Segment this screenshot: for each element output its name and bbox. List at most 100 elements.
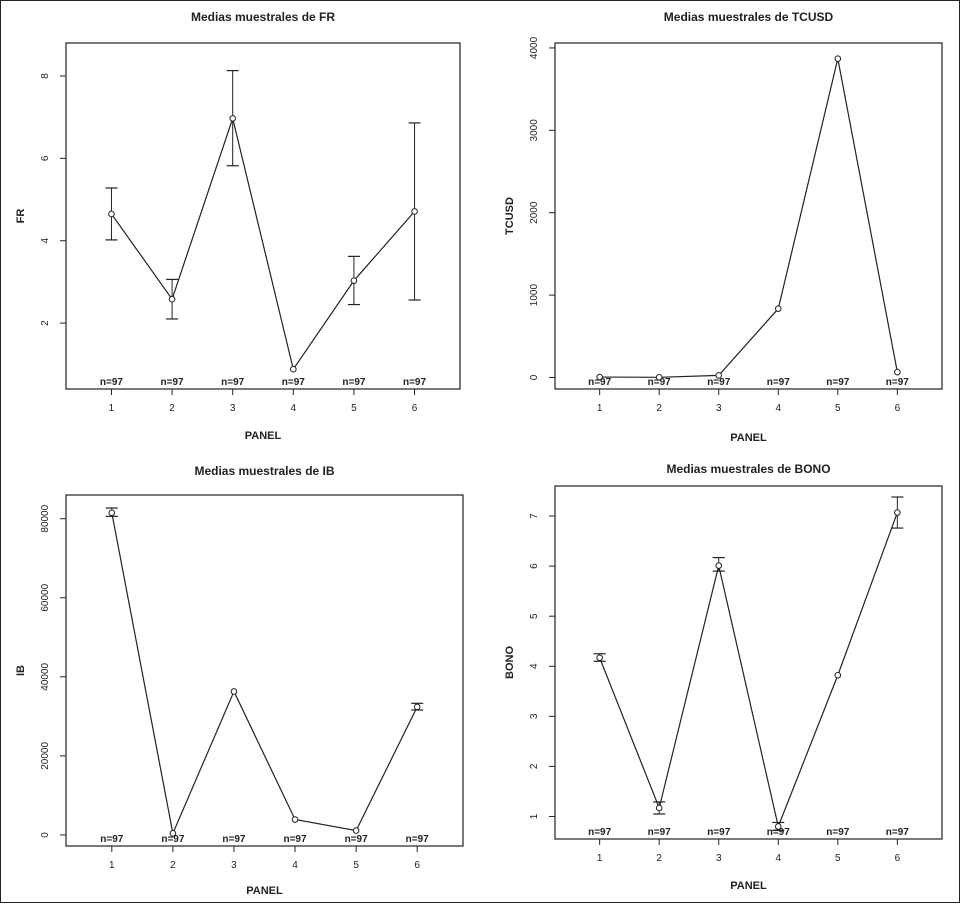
x-tick-label: 1 — [109, 403, 115, 414]
x-tick-label: 6 — [895, 403, 901, 414]
n-label: n=97 — [707, 377, 731, 388]
n-label: n=97 — [826, 377, 850, 388]
x-axis-label: PANEL — [246, 885, 283, 897]
x-axis-label: PANEL — [730, 880, 767, 892]
x-tick-label: 5 — [353, 860, 359, 871]
x-tick-label: 5 — [835, 853, 841, 864]
data-point — [413, 703, 421, 711]
n-label: n=97 — [222, 834, 246, 845]
x-tick-label: 2 — [656, 403, 662, 414]
plot-frame — [65, 494, 464, 847]
n-label: n=97 — [767, 827, 791, 838]
n-label: n=97 — [707, 827, 731, 838]
x-tick-label: 5 — [351, 403, 357, 414]
n-label: n=97 — [345, 834, 369, 845]
y-tick-label: 4 — [529, 663, 540, 669]
chart-title: Medias muestrales de BONO — [666, 462, 830, 476]
x-tick-label: 2 — [656, 853, 662, 864]
x-tick-label: 5 — [835, 403, 841, 414]
data-point — [291, 816, 299, 823]
data-point — [290, 365, 297, 373]
data-point — [774, 305, 782, 312]
data-point — [229, 115, 236, 122]
x-tick-label: 2 — [170, 860, 176, 871]
n-label: n=97 — [886, 827, 910, 838]
y-tick-label: 0 — [529, 374, 540, 380]
y-tick-label: 3 — [529, 713, 540, 719]
data-point — [834, 55, 842, 62]
n-label: n=97 — [588, 377, 612, 388]
y-tick-label: 8 — [40, 73, 51, 79]
y-tick-label: 4000 — [529, 36, 540, 59]
y-tick-label: 40000 — [40, 662, 51, 690]
data-point — [715, 372, 723, 379]
n-label: n=97 — [767, 377, 791, 388]
n-label: n=97 — [342, 377, 366, 388]
y-axis-label: BONO — [504, 646, 516, 679]
x-tick-label: 3 — [716, 403, 722, 414]
y-axis-label: TCUSD — [504, 197, 516, 235]
n-label: n=97 — [282, 377, 306, 388]
n-label: n=97 — [826, 827, 850, 838]
x-axis-label: PANEL — [730, 432, 767, 444]
plot-frame — [554, 42, 943, 390]
data-point — [108, 509, 116, 517]
n-label: n=97 — [161, 834, 185, 845]
data-point — [168, 295, 176, 303]
x-tick-label: 4 — [291, 403, 297, 414]
x-tick-label: 1 — [597, 853, 603, 864]
y-tick-label: 2 — [40, 320, 51, 326]
chart-title: Medias muestrales de IB — [194, 464, 334, 478]
x-tick-label: 3 — [230, 403, 236, 414]
data-point — [411, 208, 418, 215]
y-tick-label: 3000 — [529, 119, 540, 142]
data-point — [350, 277, 358, 284]
chart-3: Medias muestrales de IB PANEL IB 0 20000 4000… — [15, 464, 464, 897]
x-tick-label: 1 — [597, 403, 603, 414]
data-point — [596, 654, 603, 662]
n-label: n=97 — [100, 377, 124, 388]
data-point — [655, 804, 663, 812]
n-label: n=97 — [648, 377, 672, 388]
series-line — [111, 512, 418, 836]
n-label: n=97 — [100, 834, 124, 845]
data-point — [774, 823, 782, 830]
y-tick-label: 0 — [40, 832, 51, 838]
plot-frame — [65, 42, 461, 390]
x-tick-label: 3 — [716, 853, 722, 864]
y-tick-label: 7 — [529, 513, 540, 519]
data-point — [230, 688, 238, 695]
x-tick-label: 6 — [414, 860, 420, 871]
x-tick-label: 6 — [895, 853, 901, 864]
data-point — [834, 671, 842, 679]
y-tick-label: 5 — [529, 613, 540, 619]
x-tick-label: 1 — [109, 860, 115, 871]
chart-1: Medias muestrales de FR PANEL FR 2 4 6 8 1 2 3 4 5 6… — [15, 10, 461, 442]
x-tick-label: 6 — [412, 403, 418, 414]
data-point — [169, 830, 177, 837]
data-point — [655, 374, 663, 381]
y-tick-label: 6 — [40, 155, 51, 161]
x-axis-label: PANEL — [245, 430, 282, 442]
y-tick-label: 80000 — [40, 504, 51, 532]
n-label: n=97 — [221, 377, 245, 388]
x-tick-label: 4 — [775, 403, 781, 414]
data-point — [596, 373, 603, 381]
n-label: n=97 — [886, 377, 910, 388]
plot-frame — [554, 485, 943, 840]
y-tick-label: 60000 — [40, 583, 51, 611]
x-tick-label: 3 — [231, 860, 237, 871]
data-point — [894, 368, 901, 376]
data-point — [108, 210, 115, 218]
y-tick-label: 1000 — [529, 284, 540, 307]
data-point — [894, 509, 901, 516]
n-label: n=97 — [648, 827, 672, 838]
series-line — [599, 58, 898, 378]
x-tick-label: 4 — [292, 860, 298, 871]
n-label: n=97 — [588, 827, 612, 838]
y-tick-label: 4 — [40, 237, 51, 243]
chart-4: Medias muestrales de BONO PANEL BONO 1 2 3 4 5 6… — [504, 462, 943, 892]
y-tick-label: 2 — [529, 763, 540, 769]
